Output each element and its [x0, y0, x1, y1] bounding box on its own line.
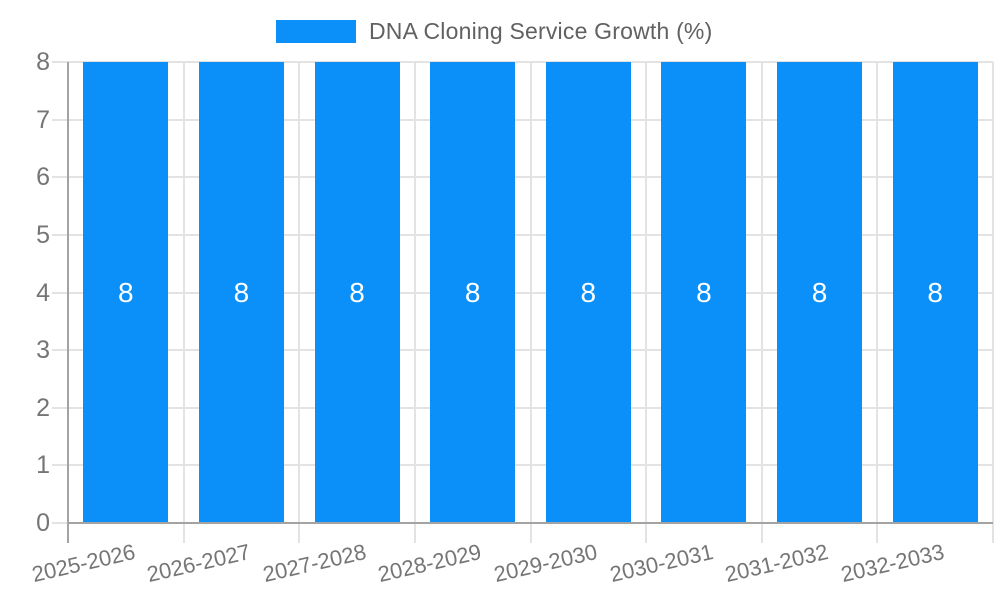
x-axis-tick: [645, 523, 648, 543]
x-axis-label: 2032-2033: [838, 539, 947, 588]
y-axis-tick: [52, 464, 68, 467]
y-axis-label: 4: [36, 278, 50, 307]
y-axis-tick: [52, 118, 68, 121]
bar[interactable]: [198, 62, 284, 523]
y-axis-label: 7: [36, 105, 50, 134]
y-axis-tick: [52, 406, 68, 409]
x-axis-label: 2029-2030: [491, 539, 600, 588]
x-axis-tick: [529, 523, 532, 543]
x-axis-label: 2028-2029: [375, 539, 485, 588]
x-axis-label: 2025-2026: [29, 539, 138, 588]
legend-swatch: [276, 20, 356, 43]
y-axis-label: 1: [36, 451, 50, 480]
y-axis-label: 3: [36, 336, 50, 365]
bar[interactable]: [661, 62, 747, 523]
bar-value-label: 8: [927, 276, 943, 308]
bar-value-label: 8: [233, 276, 250, 308]
bar-value-label: 8: [118, 276, 134, 308]
bar[interactable]: [314, 62, 400, 523]
y-axis-line: [67, 62, 69, 523]
gridline-vertical: [760, 62, 763, 523]
x-axis-tick: [182, 523, 185, 543]
x-axis-label: 2026-2027: [144, 539, 253, 588]
bar[interactable]: [777, 62, 863, 523]
y-axis-tick: [52, 176, 68, 179]
x-axis-tick: [760, 523, 763, 543]
bar-value-label: 8: [811, 276, 828, 308]
x-axis-tick: [876, 523, 879, 543]
x-axis-tick: [67, 523, 69, 543]
x-axis-line: [68, 522, 993, 524]
y-axis-tick: [52, 233, 68, 236]
x-axis-tick: [992, 523, 994, 543]
bar[interactable]: [83, 62, 169, 523]
y-axis-tick: [52, 522, 68, 524]
bar-value-label: 8: [580, 276, 597, 308]
bar[interactable]: [430, 62, 516, 523]
gridline-vertical: [876, 62, 879, 523]
bar-value-label: 8: [464, 276, 481, 308]
legend-item[interactable]: DNA Cloning Service Growth (%): [276, 18, 712, 45]
gridline-vertical: [529, 62, 532, 523]
y-axis-label: 0: [36, 509, 50, 537]
bar[interactable]: [545, 62, 631, 523]
y-axis-tick: [52, 291, 68, 294]
y-axis-label: 8: [36, 48, 50, 76]
bar-value-label: 8: [696, 276, 712, 308]
gridline-vertical: [413, 62, 416, 523]
x-axis-tick: [298, 523, 301, 543]
y-axis-tick: [52, 349, 68, 352]
y-axis-label: 6: [36, 163, 50, 192]
gridline-vertical: [182, 62, 185, 523]
gridline-vertical: [298, 62, 301, 523]
gridline-vertical: [992, 62, 994, 523]
x-axis-label: 2030-2031: [607, 539, 716, 588]
chart-title: DNA Cloning Service Growth (%): [369, 18, 713, 44]
x-axis-label: 2027-2028: [260, 539, 369, 588]
bar[interactable]: [892, 62, 978, 523]
y-axis-label: 5: [36, 220, 50, 249]
x-axis-label: 2031-2032: [722, 539, 831, 588]
gridline-vertical: [645, 62, 648, 523]
y-axis-tick: [52, 61, 68, 63]
y-axis-label: 2: [36, 393, 50, 422]
x-axis-tick: [413, 523, 416, 543]
bar-value-label: 8: [349, 276, 365, 308]
